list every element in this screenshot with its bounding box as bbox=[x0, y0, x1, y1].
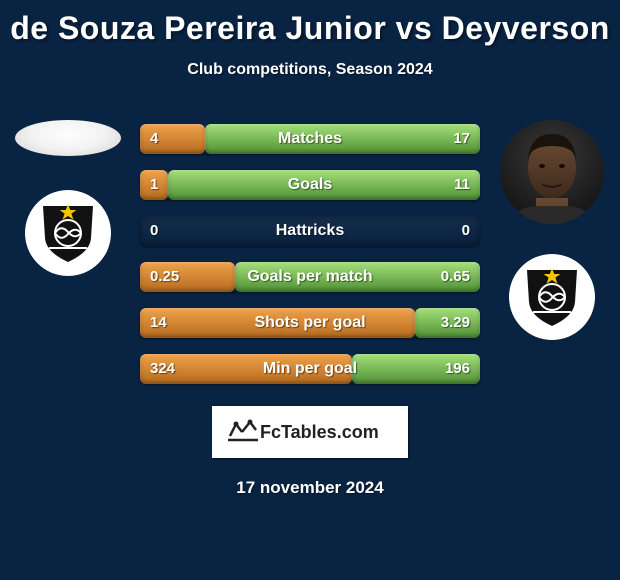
right-bar bbox=[415, 308, 480, 338]
left-bar bbox=[140, 124, 205, 154]
fctables-logo-icon bbox=[228, 416, 258, 446]
left-bar bbox=[140, 354, 352, 384]
stat-row: 0 0Hattricks bbox=[140, 216, 480, 246]
right-bar bbox=[168, 170, 480, 200]
club-crest-icon bbox=[41, 202, 95, 264]
right-bar bbox=[235, 262, 480, 292]
page-title: de Souza Pereira Junior vs Deyverson bbox=[0, 0, 620, 47]
right-player-photo bbox=[500, 120, 604, 224]
stat-label: Hattricks bbox=[140, 216, 480, 246]
stat-row: 417Matches bbox=[140, 124, 480, 154]
subtitle: Club competitions, Season 2024 bbox=[0, 61, 620, 79]
left-player-photo bbox=[15, 120, 121, 156]
left-player-column bbox=[8, 120, 128, 276]
right-player-column bbox=[492, 120, 612, 340]
site-badge[interactable]: FcTables.com bbox=[212, 406, 408, 458]
right-bar bbox=[352, 354, 480, 384]
left-bar bbox=[140, 170, 168, 200]
right-bar bbox=[205, 124, 480, 154]
stat-row: 143.29Shots per goal bbox=[140, 308, 480, 338]
left-value: 0 bbox=[150, 216, 158, 246]
club-crest-icon bbox=[525, 266, 579, 328]
site-name: FcTables.com bbox=[260, 406, 379, 458]
stats-table: 417Matches 111Goals 0 0Hattricks 0.250.65Goa… bbox=[140, 124, 480, 400]
comparison-card: de Souza Pereira Junior vs Deyverson Clu… bbox=[0, 0, 620, 580]
stat-row: 0.250.65Goals per match bbox=[140, 262, 480, 292]
right-club-badge bbox=[509, 254, 595, 340]
left-club-badge bbox=[25, 190, 111, 276]
left-bar bbox=[140, 308, 415, 338]
footer: FcTables.com 17 november 2024 bbox=[0, 396, 620, 498]
stat-row: 324196Min per goal bbox=[140, 354, 480, 384]
right-value: 0 bbox=[462, 216, 470, 246]
stat-row: 111Goals bbox=[140, 170, 480, 200]
left-bar bbox=[140, 262, 235, 292]
footer-date: 17 november 2024 bbox=[0, 478, 620, 498]
